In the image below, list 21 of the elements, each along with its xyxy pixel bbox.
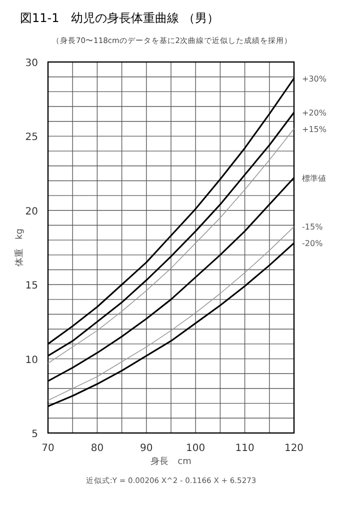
y-tick-label: 5 [32,429,38,440]
series-label: +30% [302,74,327,84]
x-axis-title: 身長 cm [150,456,192,467]
x-tick-label: 100 [186,443,206,454]
chart-title: 図11-1 幼児の身長体重曲線 （男） [20,11,220,25]
y-tick-label: 15 [25,280,38,292]
x-tick-label: 80 [90,443,104,454]
x-tick-label: 90 [140,443,153,454]
series-label: -15% [302,222,324,232]
y-tick-label: 10 [25,354,38,366]
x-tick-label: 120 [284,443,304,454]
series-label: +15% [302,124,327,134]
y-tick-label: 25 [25,132,38,144]
y-axis-title: 体重 kg [14,228,25,266]
y-tick-label: 20 [25,206,38,218]
x-tick-label: 70 [42,443,54,454]
series-label: -20% [302,239,324,248]
y-tick-label: 30 [25,58,38,69]
series-label: 標準値 [302,174,326,183]
x-tick-label: 110 [235,443,254,454]
series-label: +20% [302,108,327,118]
